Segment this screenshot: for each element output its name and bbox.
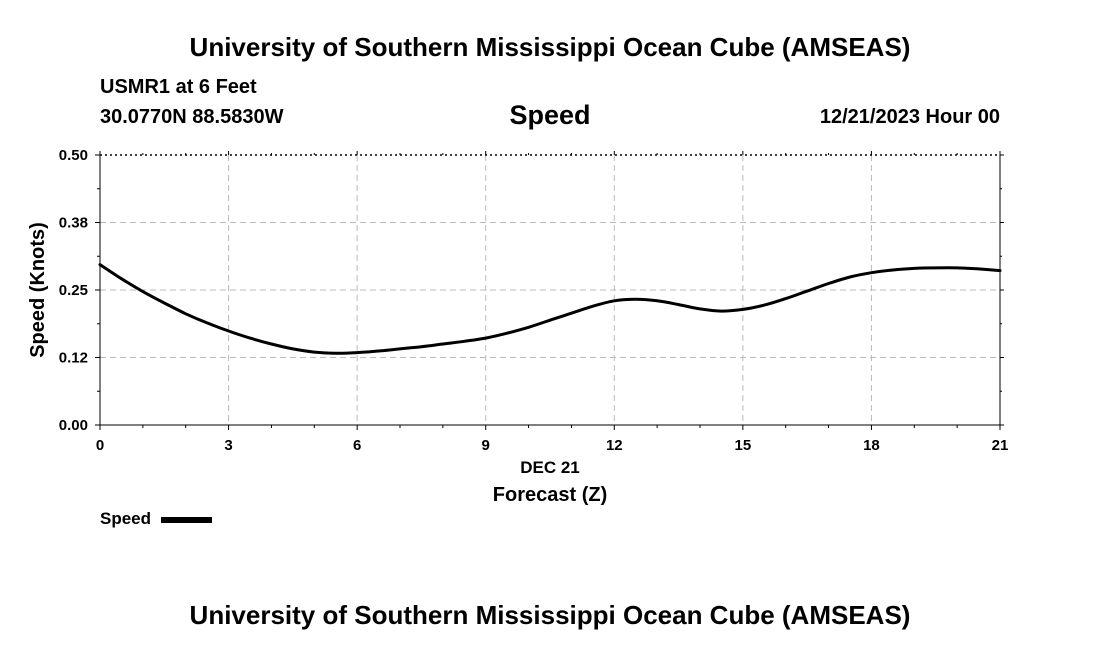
station-label: USMR1 at 6 Feet [100, 76, 257, 98]
y-tick-label: 0.38 [59, 215, 88, 232]
x-tick-label: 6 [353, 437, 361, 454]
legend-label: Speed [100, 509, 152, 528]
legend-swatch [161, 517, 212, 523]
x-tick-label: 0 [96, 437, 104, 454]
coordinates-label: 30.0770N 88.5830W [100, 106, 284, 128]
y-tick-label: 0.25 [59, 282, 88, 299]
footer-title: University of Southern Mississippi Ocean… [189, 600, 911, 630]
chart-title: Speed [509, 100, 591, 130]
page-title: University of Southern Mississippi Ocean… [189, 32, 911, 62]
y-tick-label: 0.50 [59, 147, 88, 164]
forecast-datetime: 12/21/2023 Hour 00 [819, 106, 1000, 128]
y-axis-title: Speed (Knots) [27, 222, 49, 358]
x-tick-label: 12 [606, 437, 623, 454]
x-tick-label: 21 [992, 437, 1009, 454]
x-tick-label: 3 [224, 437, 232, 454]
y-tick-label: 0.12 [59, 350, 88, 367]
x-axis-title: Forecast (Z) [493, 484, 607, 506]
x-tick-label: 18 [863, 437, 880, 454]
x-tick-label: 9 [482, 437, 490, 454]
x-tick-label: 15 [735, 437, 752, 454]
series-line-speed [98, 263, 1002, 355]
y-tick-label: 0.00 [59, 417, 88, 434]
x-date-label: DEC 21 [520, 458, 580, 477]
